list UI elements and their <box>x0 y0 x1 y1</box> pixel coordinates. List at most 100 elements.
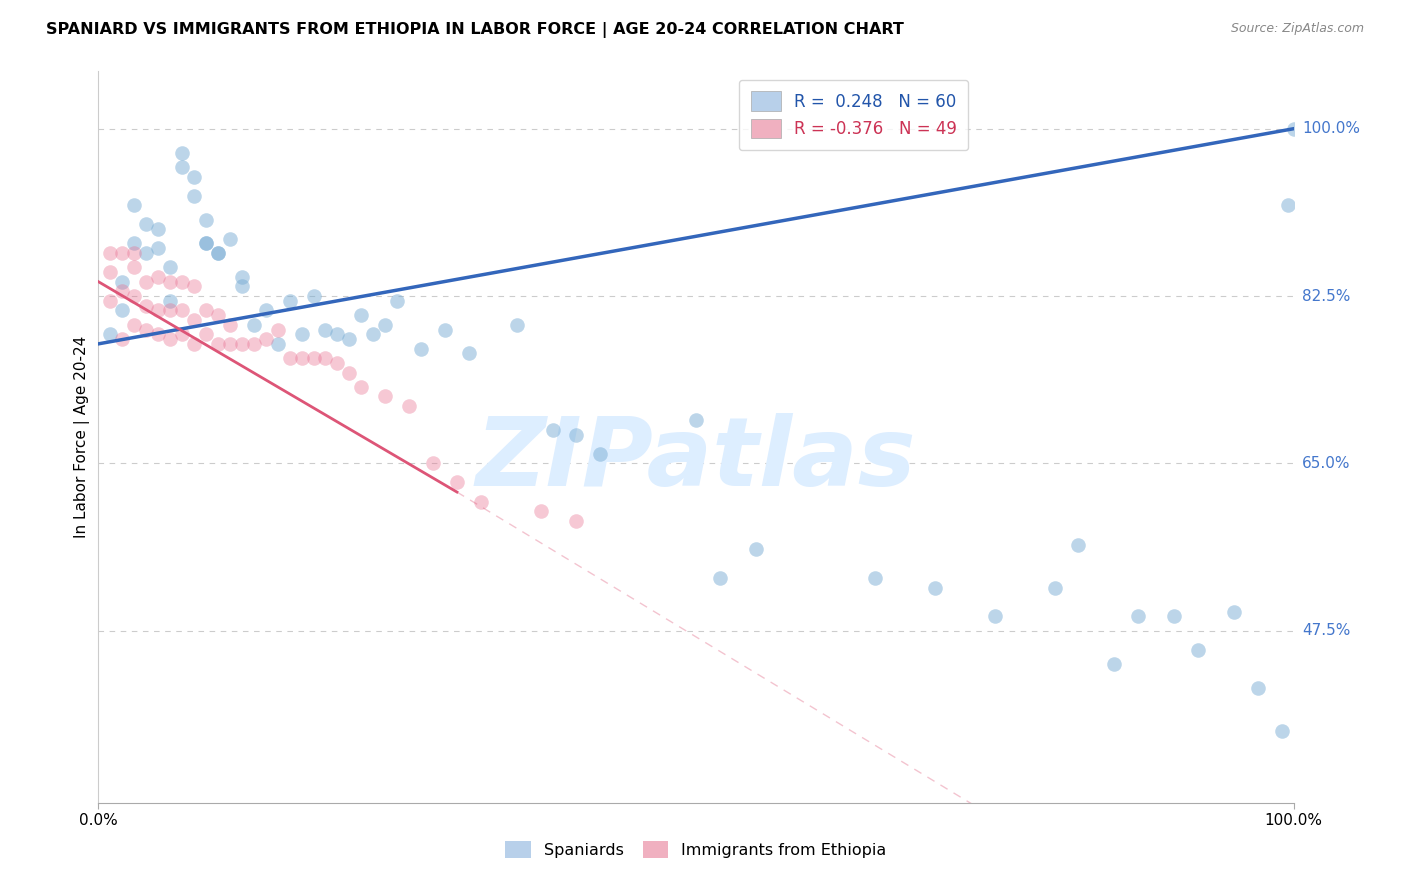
Point <box>267 322 290 336</box>
Point <box>111 303 134 318</box>
Point <box>363 327 385 342</box>
Text: SPANIARD VS IMMIGRANTS FROM ETHIOPIA IN LABOR FORCE | AGE 20-24 CORRELATION CHAR: SPANIARD VS IMMIGRANTS FROM ETHIOPIA IN … <box>46 22 904 38</box>
Point <box>1067 538 1090 552</box>
Point <box>1104 657 1126 672</box>
Point <box>195 212 218 227</box>
Text: 47.5%: 47.5% <box>1302 624 1350 638</box>
Point <box>709 571 731 585</box>
Text: Source: ZipAtlas.com: Source: ZipAtlas.com <box>1230 22 1364 36</box>
Point <box>148 241 170 255</box>
Point <box>924 581 946 595</box>
Point <box>685 413 707 427</box>
Point <box>302 351 325 366</box>
Point <box>458 346 481 360</box>
Point <box>148 303 170 318</box>
Legend: Spaniards, Immigrants from Ethiopia: Spaniards, Immigrants from Ethiopia <box>499 834 893 864</box>
Point <box>541 423 564 437</box>
Point <box>315 351 337 366</box>
Point <box>1271 724 1294 739</box>
Point <box>124 198 146 212</box>
Point <box>183 336 205 351</box>
Point <box>219 232 242 246</box>
Point <box>254 303 277 318</box>
Point <box>446 475 468 490</box>
Point <box>374 389 396 403</box>
Point <box>385 293 409 308</box>
Point <box>195 327 218 342</box>
Point <box>111 275 134 289</box>
Point <box>159 293 181 308</box>
Text: 65.0%: 65.0% <box>1302 456 1350 471</box>
Point <box>411 342 433 356</box>
Point <box>231 279 253 293</box>
Point <box>398 399 420 413</box>
Point <box>1128 609 1150 624</box>
Point <box>111 246 134 260</box>
Point <box>207 246 229 260</box>
Point <box>422 456 444 470</box>
Point <box>219 318 242 332</box>
Y-axis label: In Labor Force | Age 20-24: In Labor Force | Age 20-24 <box>75 336 90 538</box>
Point <box>1043 581 1066 595</box>
Point <box>278 351 301 366</box>
Point <box>135 322 157 336</box>
Point <box>172 327 194 342</box>
Point <box>506 318 529 332</box>
Point <box>267 336 290 351</box>
Point <box>1163 609 1185 624</box>
Text: 82.5%: 82.5% <box>1302 288 1350 303</box>
Point <box>98 246 122 260</box>
Point <box>159 332 181 346</box>
Point <box>98 265 122 279</box>
Point <box>315 322 337 336</box>
Point <box>745 542 768 557</box>
Point <box>326 356 349 370</box>
Point <box>159 260 181 275</box>
Point <box>374 318 396 332</box>
Point <box>434 322 457 336</box>
Point <box>207 246 229 260</box>
Point <box>291 327 314 342</box>
Point <box>148 269 170 284</box>
Point <box>207 308 229 322</box>
Point <box>183 313 205 327</box>
Point <box>231 336 253 351</box>
Point <box>111 332 134 346</box>
Point <box>243 336 266 351</box>
Point <box>159 303 181 318</box>
Point <box>243 318 266 332</box>
Point <box>219 336 242 351</box>
Point <box>350 380 373 394</box>
Point <box>207 336 229 351</box>
Point <box>124 318 146 332</box>
Point <box>565 514 588 528</box>
Point <box>159 275 181 289</box>
Point <box>1277 198 1299 212</box>
Text: ZIPatlas: ZIPatlas <box>475 412 917 506</box>
Point <box>172 145 194 160</box>
Point <box>183 279 205 293</box>
Point <box>1282 121 1305 136</box>
Point <box>470 494 492 508</box>
Point <box>530 504 553 518</box>
Point <box>195 303 218 318</box>
Point <box>124 289 146 303</box>
Point <box>135 299 157 313</box>
Point <box>865 571 887 585</box>
Point <box>1187 642 1209 657</box>
Point <box>1223 605 1246 619</box>
Point <box>195 236 218 251</box>
Point <box>565 427 588 442</box>
Point <box>172 303 194 318</box>
Point <box>302 289 325 303</box>
Point <box>124 236 146 251</box>
Point <box>291 351 314 366</box>
Point <box>111 285 134 299</box>
Point <box>183 169 205 184</box>
Point <box>148 222 170 236</box>
Point <box>183 188 205 202</box>
Point <box>172 160 194 174</box>
Point <box>339 332 361 346</box>
Text: 100.0%: 100.0% <box>1302 121 1360 136</box>
Point <box>984 609 1007 624</box>
